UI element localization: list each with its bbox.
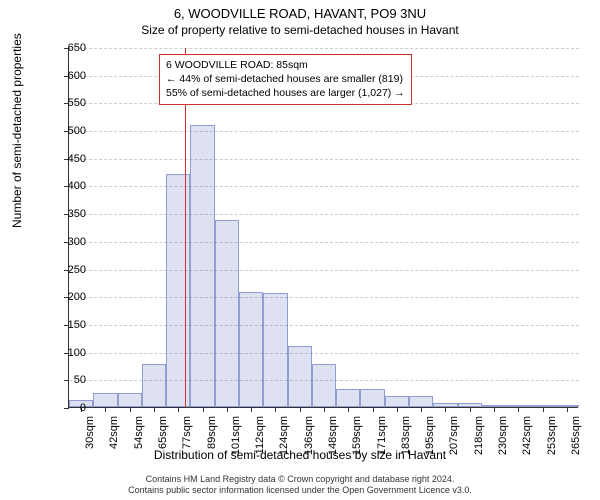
gridline — [69, 131, 579, 132]
footer-attribution: Contains HM Land Registry data © Crown c… — [0, 474, 600, 497]
xtick-label: 30sqm — [84, 416, 96, 449]
xtick-mark — [470, 407, 471, 412]
x-axis-label: Distribution of semi-detached houses by … — [0, 448, 600, 462]
xtick-mark — [373, 407, 374, 412]
xtick-label: 54sqm — [133, 416, 145, 449]
xtick-label: 183sqm — [400, 416, 412, 455]
page-title: 6, WOODVILLE ROAD, HAVANT, PO9 3NU — [0, 6, 600, 21]
histogram-bar — [93, 393, 117, 407]
xtick-label: 159sqm — [351, 416, 363, 455]
ytick-label: 400 — [36, 180, 86, 192]
xtick-label: 101sqm — [230, 416, 242, 455]
xtick-label: 112sqm — [254, 416, 266, 454]
ytick-label: 350 — [36, 208, 86, 220]
gridline — [69, 270, 579, 271]
xtick-mark — [105, 407, 106, 412]
footer-line-1: Contains HM Land Registry data © Crown c… — [0, 474, 600, 485]
histogram-chart: 6 WOODVILLE ROAD: 85sqm← 44% of semi-det… — [68, 48, 578, 408]
xtick-label: 195sqm — [424, 416, 436, 455]
histogram-bar — [118, 393, 142, 407]
histogram-bar — [360, 389, 384, 407]
xtick-mark — [397, 407, 398, 412]
xtick-mark — [251, 407, 252, 412]
xtick-mark — [227, 407, 228, 412]
gridline — [69, 325, 579, 326]
xtick-mark — [300, 407, 301, 412]
xtick-mark — [494, 407, 495, 412]
ytick-label: 100 — [36, 347, 86, 359]
annotation-line-1: 6 WOODVILLE ROAD: 85sqm — [166, 58, 405, 72]
xtick-label: 230sqm — [497, 416, 509, 455]
gridline — [69, 242, 579, 243]
xtick-label: 77sqm — [181, 416, 193, 449]
xtick-mark — [178, 407, 179, 412]
histogram-bar — [288, 346, 312, 407]
ytick-label: 550 — [36, 97, 86, 109]
xtick-mark — [203, 407, 204, 412]
ytick-label: 650 — [36, 42, 86, 54]
ytick-label: 0 — [36, 402, 86, 414]
ytick-label: 200 — [36, 291, 86, 303]
xtick-label: 171sqm — [376, 416, 388, 455]
xtick-label: 242sqm — [521, 416, 533, 455]
footer-line-2: Contains public sector information licen… — [0, 485, 600, 496]
histogram-bar — [385, 396, 409, 407]
xtick-label: 136sqm — [303, 416, 315, 455]
xtick-label: 148sqm — [327, 416, 339, 455]
xtick-label: 265sqm — [570, 416, 582, 455]
ytick-label: 600 — [36, 70, 86, 82]
xtick-label: 89sqm — [206, 416, 218, 449]
gridline — [69, 214, 579, 215]
ytick-label: 250 — [36, 264, 86, 276]
histogram-bar — [142, 364, 166, 407]
xtick-mark — [130, 407, 131, 412]
xtick-label: 42sqm — [108, 416, 120, 449]
ytick-label: 50 — [36, 374, 86, 386]
xtick-mark — [324, 407, 325, 412]
histogram-bar — [409, 396, 433, 407]
ytick-label: 450 — [36, 153, 86, 165]
xtick-label: 207sqm — [448, 416, 460, 455]
xtick-label: 218sqm — [473, 416, 485, 455]
annotation-box: 6 WOODVILLE ROAD: 85sqm← 44% of semi-det… — [159, 54, 412, 105]
histogram-bar — [215, 220, 239, 407]
histogram-bar — [239, 292, 263, 407]
xtick-label: 124sqm — [278, 416, 290, 455]
y-axis-label: Number of semi-detached properties — [10, 33, 24, 228]
ytick-label: 500 — [36, 125, 86, 137]
ytick-label: 300 — [36, 236, 86, 248]
gridline — [69, 353, 579, 354]
page-subtitle: Size of property relative to semi-detach… — [0, 23, 600, 37]
gridline — [69, 159, 579, 160]
histogram-bar — [166, 174, 190, 407]
annotation-line-3: 55% of semi-detached houses are larger (… — [166, 86, 405, 100]
xtick-mark — [421, 407, 422, 412]
xtick-mark — [518, 407, 519, 412]
gridline — [69, 297, 579, 298]
plot-area: 6 WOODVILLE ROAD: 85sqm← 44% of semi-det… — [68, 48, 578, 408]
xtick-label: 253sqm — [546, 416, 558, 455]
gridline — [69, 48, 579, 49]
gridline — [69, 186, 579, 187]
xtick-label: 65sqm — [157, 416, 169, 449]
xtick-mark — [275, 407, 276, 412]
histogram-bar — [263, 293, 287, 407]
xtick-mark — [445, 407, 446, 412]
histogram-bar — [190, 125, 214, 407]
xtick-mark — [154, 407, 155, 412]
xtick-mark — [348, 407, 349, 412]
histogram-bar — [336, 389, 360, 407]
histogram-bar — [312, 364, 336, 407]
xtick-mark — [567, 407, 568, 412]
annotation-line-2: ← 44% of semi-detached houses are smalle… — [166, 72, 405, 86]
xtick-mark — [543, 407, 544, 412]
ytick-label: 150 — [36, 319, 86, 331]
